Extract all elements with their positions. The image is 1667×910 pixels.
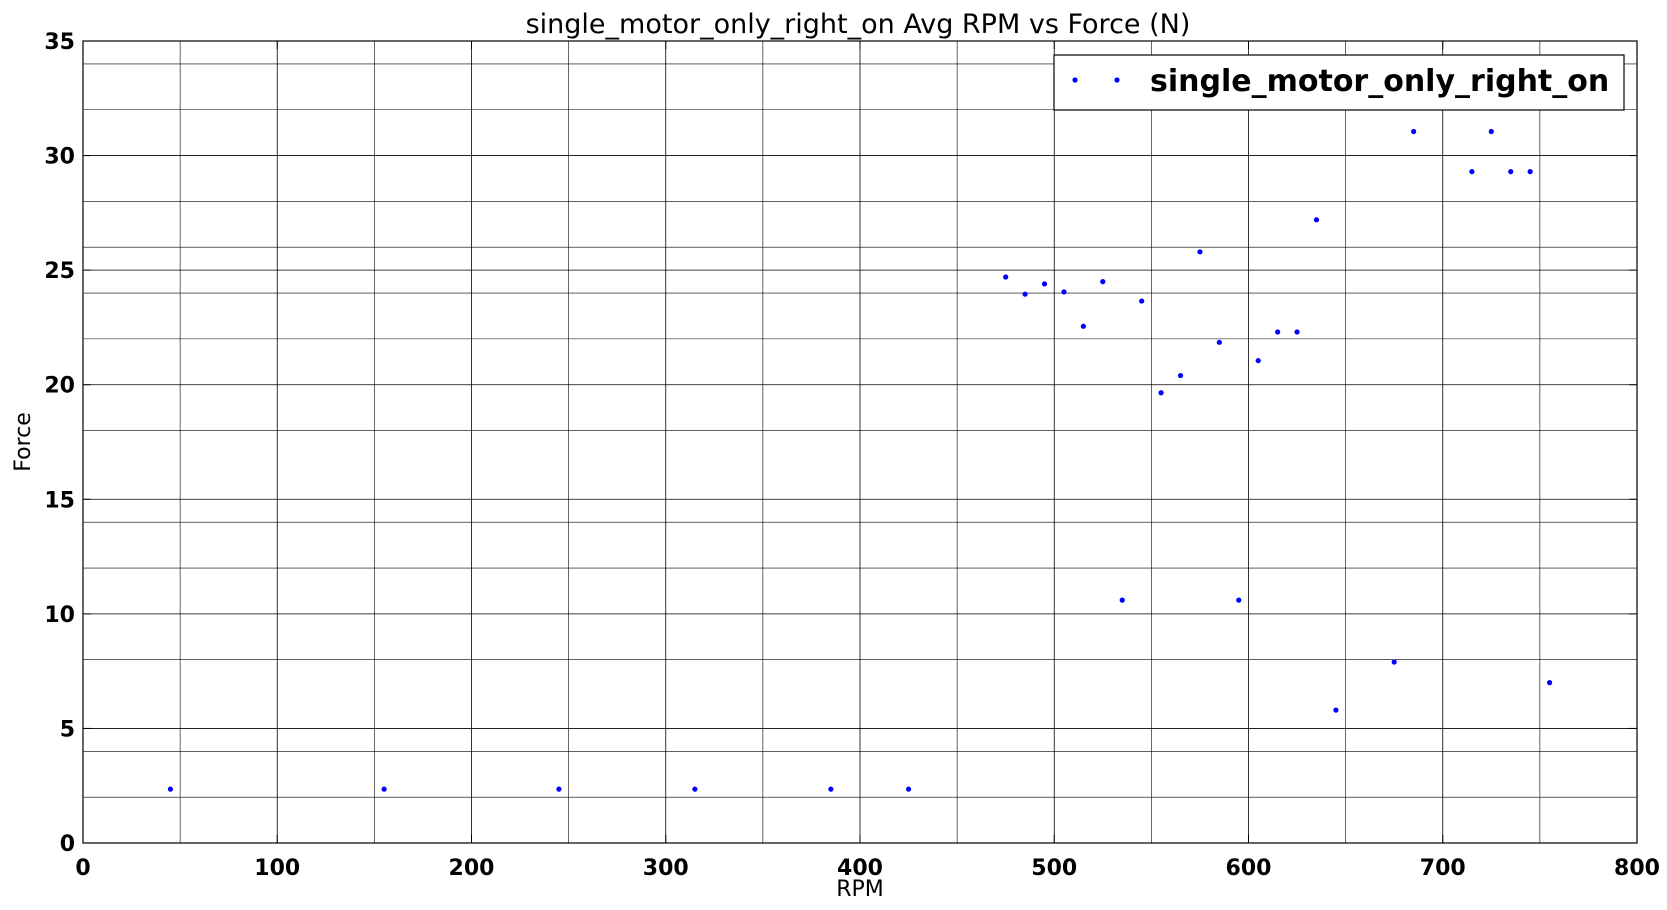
data-point <box>1508 169 1514 175</box>
x-tick-label: 400 <box>837 856 883 881</box>
data-point <box>1003 274 1009 280</box>
data-points <box>167 128 1553 792</box>
x-tick-labels: 0 100 200 300 400 500 600 700 800 <box>75 856 1660 881</box>
data-point <box>828 786 834 792</box>
legend-marker <box>1072 77 1078 83</box>
data-point <box>1546 680 1553 686</box>
y-tick-label: 0 <box>60 832 75 857</box>
data-point <box>1236 597 1242 603</box>
data-point <box>1197 249 1203 255</box>
data-point <box>1411 128 1417 135</box>
legend-entry-label: single_motor_only_right_on <box>1150 64 1609 99</box>
data-point <box>1216 339 1222 345</box>
chart-title: single_motor_only_right_on Avg RPM vs Fo… <box>526 9 1191 40</box>
data-point <box>1488 128 1494 135</box>
legend: single_motor_only_right_on <box>1053 54 1625 111</box>
x-tick-label: 700 <box>1420 856 1466 881</box>
data-point <box>1100 279 1106 285</box>
x-tick-label: 0 <box>75 856 90 881</box>
data-point <box>1391 659 1397 665</box>
data-point <box>167 786 174 792</box>
y-tick-label: 35 <box>44 30 75 55</box>
data-point <box>556 786 562 792</box>
legend-box <box>1053 54 1625 111</box>
data-point <box>1469 169 1475 175</box>
y-tick-label: 5 <box>60 717 75 742</box>
data-point <box>1527 169 1533 175</box>
x-tick-label: 500 <box>1031 856 1077 881</box>
data-point <box>1333 707 1339 713</box>
x-tick-label: 800 <box>1614 856 1660 881</box>
grid-lines <box>82 40 1638 844</box>
y-tick-label: 25 <box>44 259 75 284</box>
data-point <box>1080 323 1086 329</box>
y-tick-label: 10 <box>44 603 75 628</box>
data-point <box>1294 329 1300 335</box>
y-tick-label: 15 <box>44 488 75 513</box>
data-point <box>381 786 387 792</box>
data-point <box>1255 358 1261 364</box>
y-tick-labels: 0 5 10 15 20 25 30 35 <box>44 30 75 857</box>
data-point <box>692 786 698 792</box>
data-point <box>1275 329 1281 335</box>
y-tick-label: 20 <box>44 374 75 399</box>
x-tick-label: 100 <box>254 856 300 881</box>
y-axis-label: Force <box>11 412 36 472</box>
x-axis-label: RPM <box>836 877 884 902</box>
data-point <box>1177 372 1184 379</box>
x-tick-label: 200 <box>449 856 495 881</box>
data-point <box>1061 289 1067 295</box>
data-point <box>1158 390 1164 396</box>
y-tick-label: 30 <box>44 145 75 170</box>
data-point <box>1041 281 1048 287</box>
data-point <box>905 786 912 792</box>
data-point <box>1022 291 1028 297</box>
x-tick-label: 600 <box>1226 856 1272 881</box>
x-tick-label: 300 <box>643 856 689 881</box>
data-point <box>1139 298 1145 304</box>
data-point <box>1119 597 1125 603</box>
plot-area <box>82 40 1638 844</box>
legend-marker <box>1114 77 1120 83</box>
data-point <box>1313 217 1320 223</box>
